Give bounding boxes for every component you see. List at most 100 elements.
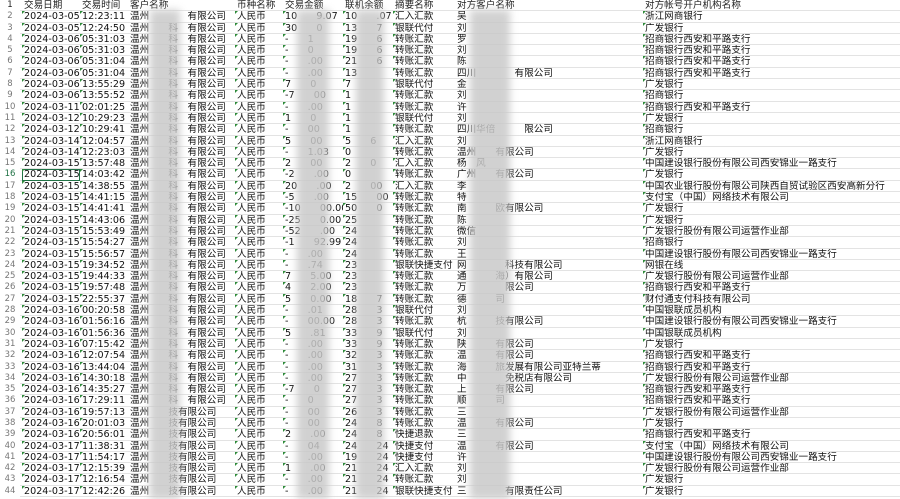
header-summary[interactable]: 摘要名称 [395,0,434,11]
cell-amount[interactable]: - .00 [283,338,343,350]
header-counterparty[interactable]: 对方客户名称 [457,0,515,11]
cell-counterparty[interactable]: 刘 [457,22,467,34]
cell-time[interactable]: 13:55:29 [80,79,128,90]
cell-date[interactable]: 2024-03-16 [22,429,80,441]
cell-summary[interactable]: 转账汇款 [393,225,455,237]
cell-currency[interactable]: 人民币 [235,22,283,34]
cell-counterparty[interactable]: 三 有限责任公司 [457,485,563,497]
cell-summary[interactable]: 转账汇款 [393,474,455,485]
cell-time[interactable]: 15:53:49 [80,225,128,237]
cell-time[interactable]: 15:56:57 [80,248,128,260]
cell-time[interactable]: 20:56:01 [80,429,128,440]
cell-summary[interactable]: 汇入汇款 [393,135,455,147]
cell-counterparty[interactable]: 网 科技有限公司 [457,259,563,271]
row-number[interactable]: 2 [0,11,20,23]
row-number[interactable]: 3 [0,22,20,34]
cell-currency[interactable]: 人民币 [235,485,283,497]
cell-currency[interactable]: 人民币 [235,372,283,384]
cell-counterparty-bank[interactable]: 招商银行西安和平路支行 [643,56,900,67]
cell-customer[interactable]: 温州 技有限公司 [130,474,217,486]
cell-date[interactable]: 2024-03-15 [22,282,80,294]
cell-currency[interactable]: 人民币 [235,158,283,169]
cell-date[interactable]: 2024-03-05 [22,22,80,34]
cell-balance[interactable]: 25 [343,214,393,226]
cell-counterparty-bank[interactable]: 招商银行西安和平路支行 [643,395,900,406]
cell-counterparty[interactable]: 万 限公司 [457,282,534,294]
cell-counterparty[interactable]: 陕 有限公司 [457,338,534,350]
cell-date[interactable]: 2024-03-15 [22,169,80,181]
cell-amount[interactable]: - .00 [283,56,343,67]
cell-amount[interactable]: - 1.03 [283,146,343,158]
cell-summary[interactable]: 转账汇款 [393,124,455,135]
cell-date[interactable]: 2024-03-17 [22,463,80,475]
cell-time[interactable]: 17:29:11 [80,395,128,406]
cell-date[interactable]: 2024-03-14 [22,146,80,158]
cell-time[interactable]: 10:29:23 [80,112,128,124]
header-currency[interactable]: 币种名称 [237,0,276,11]
cell-summary[interactable]: 银联代付 [393,112,455,124]
cell-summary[interactable]: 转账汇款 [393,384,455,395]
cell-currency[interactable]: 人民币 [235,90,283,101]
cell-summary[interactable]: 银联快捷支付 [393,259,455,271]
row-number[interactable]: 19 [0,203,20,215]
cell-customer[interactable]: 温州 科 有限公司 [130,67,226,79]
cell-customer[interactable]: 温州 科 有限公司 [130,124,226,136]
cell-balance[interactable]: 1 [343,112,393,124]
cell-customer[interactable]: 温州 科 有限公司 [130,135,226,147]
cell-counterparty-bank[interactable]: 广发银行 [643,485,900,497]
cell-date[interactable]: 2024-03-16 [22,316,80,328]
row-number[interactable]: 12 [0,124,20,136]
cell-amount[interactable]: - .00 [283,485,343,497]
row-number[interactable]: 20 [0,214,20,226]
cell-amount[interactable]: -1 92.99 [283,237,342,249]
cell-summary[interactable]: 转账汇款 [393,101,455,113]
cell-amount[interactable]: - 04 [283,440,343,452]
cell-balance[interactable]: 21 24 [343,474,393,485]
cell-counterparty-bank[interactable]: 招商银行西安和平路支行 [643,429,900,440]
cell-amount[interactable]: - 00 [283,417,343,429]
cell-currency[interactable]: 人民币 [235,225,283,237]
header-date[interactable]: 交易日期 [24,0,63,11]
cell-time[interactable]: 19:57:48 [80,282,128,293]
cell-date[interactable]: 2024-03-15 [22,271,80,283]
row-number[interactable]: 30 [0,327,20,339]
cell-balance[interactable]: 23 [343,259,393,271]
cell-summary[interactable]: 转账汇款 [393,67,455,79]
cell-counterparty-bank[interactable]: 招商银行西安和平路支行 [643,361,900,373]
cell-counterparty-bank[interactable]: 招商银行西安和平路支行 [643,350,900,361]
cell-currency[interactable]: 人民币 [235,79,283,90]
cell-counterparty[interactable]: 广州 有限公司 [457,169,534,181]
cell-currency[interactable]: 人民币 [235,33,283,45]
cell-balance[interactable]: 33 9 [343,338,393,350]
cell-currency[interactable]: 人民币 [235,384,283,395]
cell-customer[interactable]: 温州 有限公司 [130,11,226,23]
cell-customer[interactable]: 温州 科 有限公司 [130,192,226,204]
cell-date[interactable]: 2024-03-06 [22,79,80,91]
cell-balance[interactable]: 32 3 [343,350,393,361]
cell-summary[interactable]: 银联代付 [393,305,455,316]
cell-counterparty-bank[interactable]: 广发银行 [643,22,900,34]
row-number[interactable]: 7 [0,67,20,80]
cell-currency[interactable]: 人民币 [235,237,283,248]
cell-amount[interactable]: - 1 [283,33,343,45]
cell-date[interactable]: 2024-03-06 [22,33,80,45]
cell-amount[interactable]: - .00 [283,474,343,485]
cell-currency[interactable]: 人民币 [235,429,283,440]
cell-summary[interactable]: 银联代付 [393,79,455,90]
cell-currency[interactable]: 人民币 [235,45,283,56]
cell-customer[interactable]: 温州 科 有限公司 [130,146,226,158]
cell-customer[interactable]: 温州 科 有限公司 [130,79,226,91]
cell-balance[interactable]: 19 6 [343,45,393,56]
cell-time[interactable]: 14:41:41 [80,203,128,214]
cell-counterparty[interactable]: 上 有限公司 [457,384,534,396]
cell-balance[interactable]: 1 [343,124,393,135]
cell-time[interactable]: 10:29:41 [80,124,128,135]
cell-currency[interactable]: 人民币 [235,474,283,485]
cell-date[interactable]: 2024-03-15 [22,180,80,192]
cell-amount[interactable]: 2 .00 [283,429,343,440]
row-number[interactable]: 9 [0,90,20,102]
row-number[interactable]: 35 [0,384,20,396]
header-customer[interactable]: 客户名称 [130,0,169,11]
cell-balance[interactable]: 19 24 [343,451,393,463]
cell-amount[interactable]: 1 0 [283,112,343,124]
